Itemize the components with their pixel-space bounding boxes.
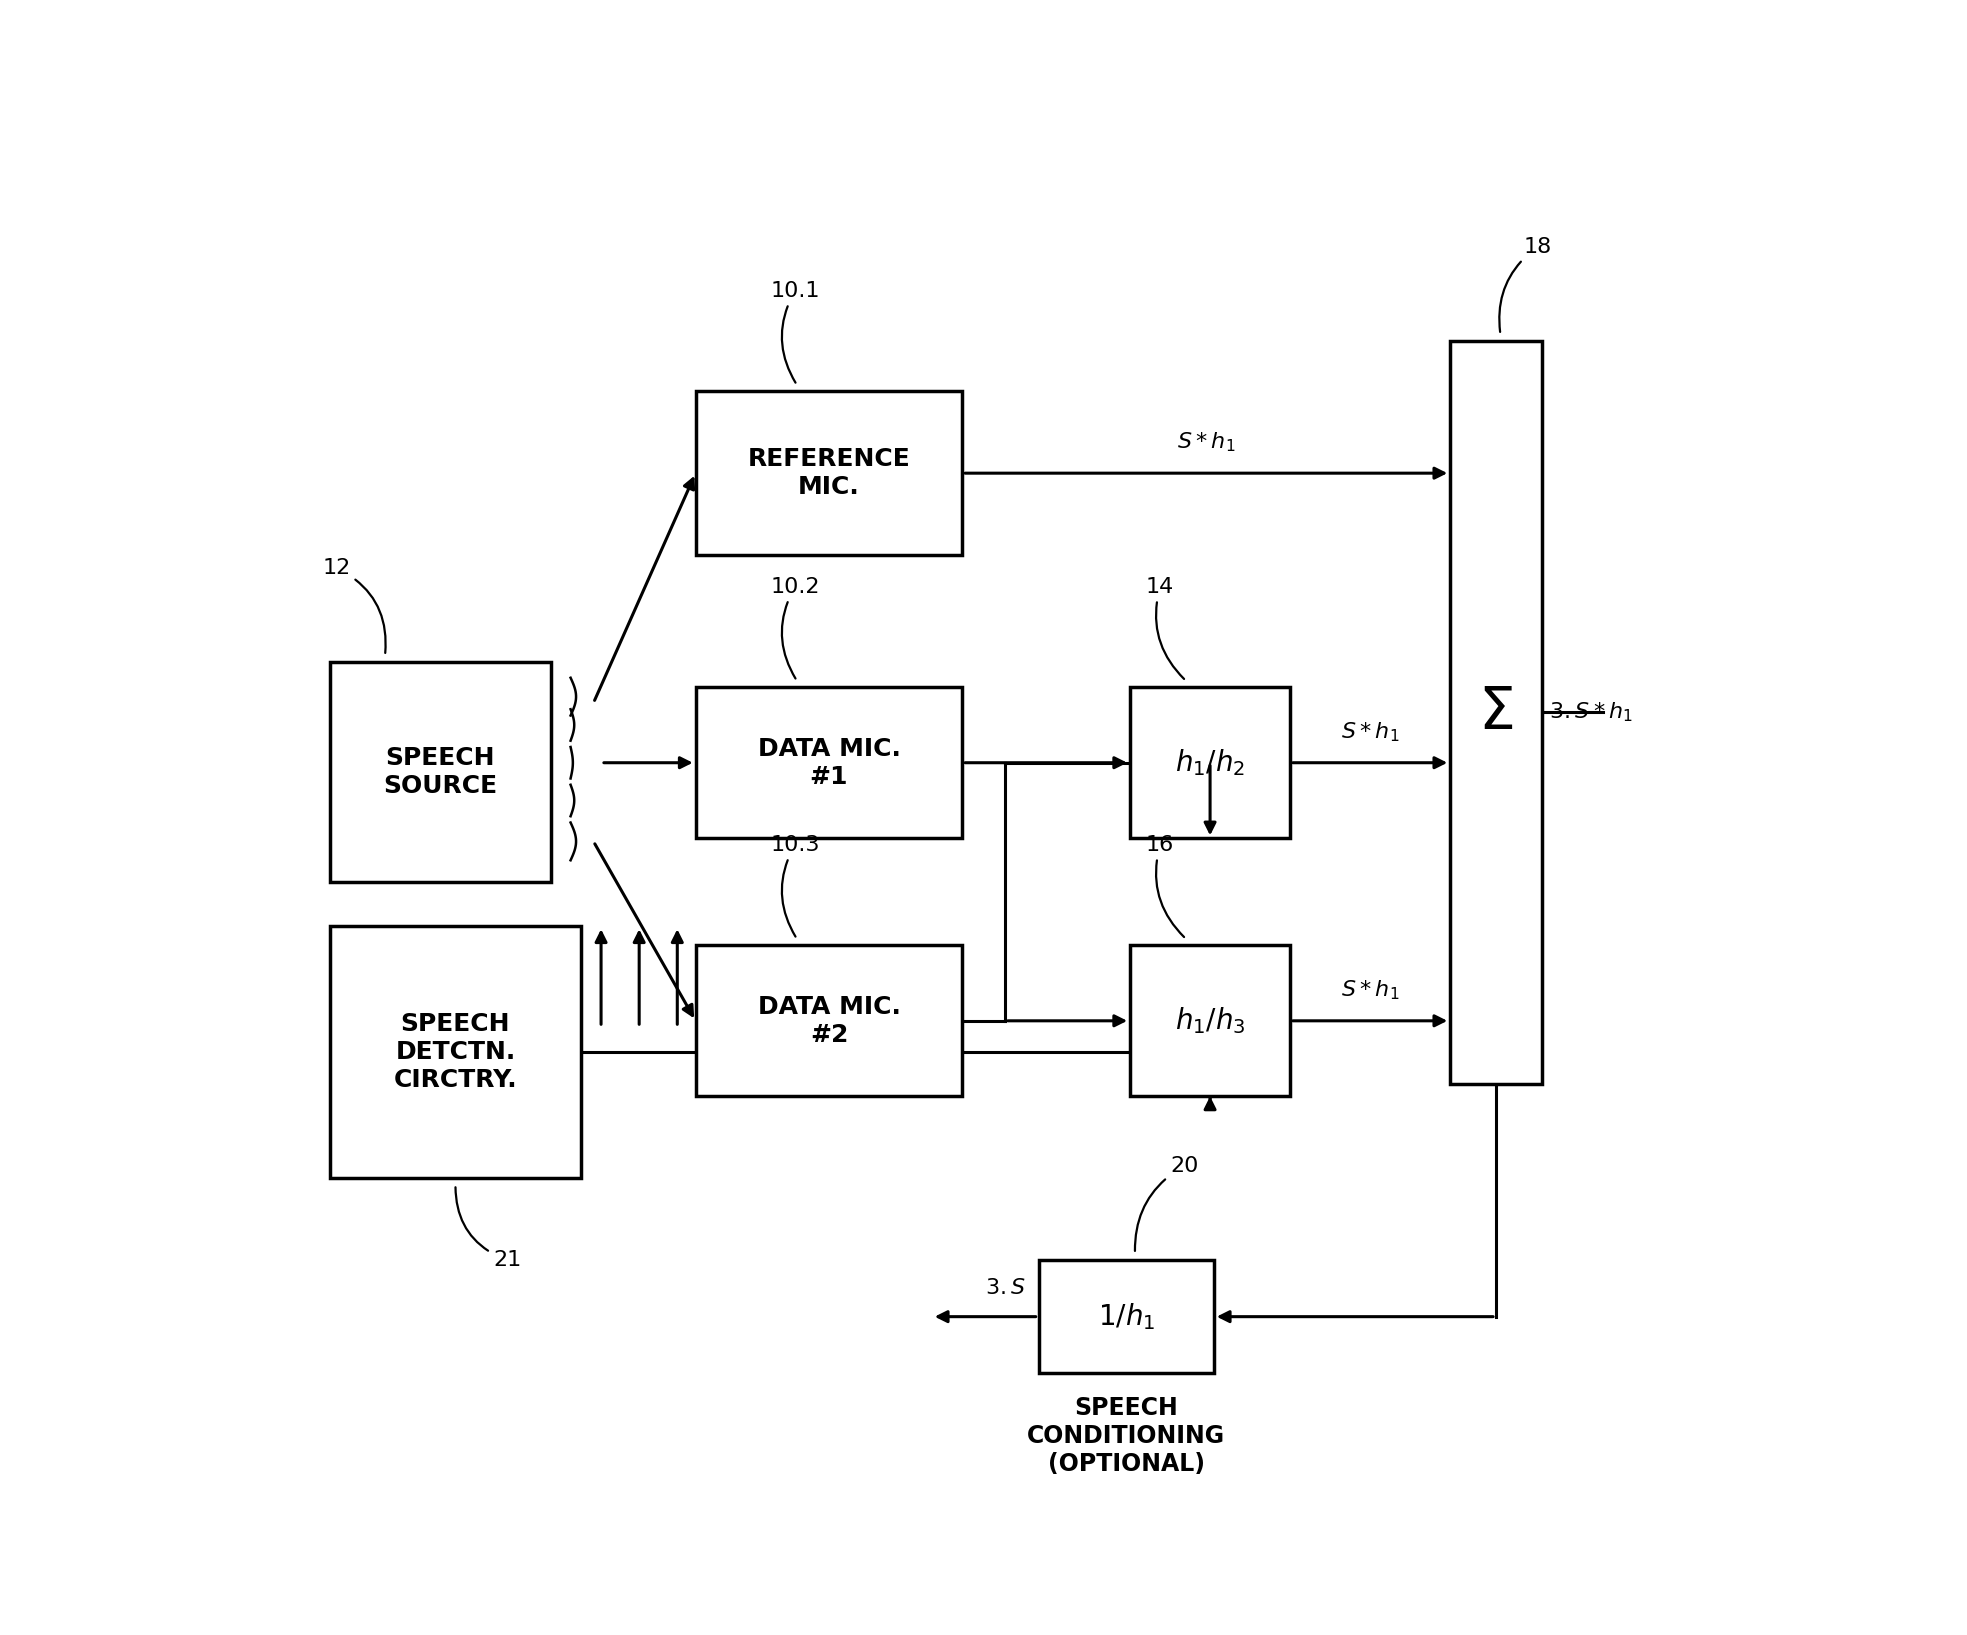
FancyBboxPatch shape [330, 662, 551, 883]
Text: 10.1: 10.1 [771, 281, 820, 383]
FancyBboxPatch shape [330, 927, 582, 1179]
FancyBboxPatch shape [696, 945, 962, 1097]
Text: 10.3: 10.3 [771, 835, 820, 937]
Text: 12: 12 [323, 558, 386, 652]
Text: $S*h_1$: $S*h_1$ [1341, 978, 1399, 1002]
Text: SPEECH
DETCTN.
CIRCTRY.: SPEECH DETCTN. CIRCTRY. [393, 1012, 517, 1092]
Text: DATA MIC.
#2: DATA MIC. #2 [757, 996, 901, 1046]
FancyBboxPatch shape [1450, 342, 1542, 1084]
FancyBboxPatch shape [696, 687, 962, 839]
Text: 10.2: 10.2 [771, 577, 820, 679]
Text: $h_1/h_3$: $h_1/h_3$ [1174, 1006, 1245, 1037]
Text: $h_1/h_2$: $h_1/h_2$ [1174, 747, 1245, 778]
Text: SPEECH
SOURCE: SPEECH SOURCE [384, 746, 498, 798]
Text: 14: 14 [1147, 577, 1184, 679]
Text: 21: 21 [456, 1187, 521, 1270]
Text: $3.S$: $3.S$ [985, 1279, 1025, 1298]
Text: DATA MIC.
#1: DATA MIC. #1 [757, 737, 901, 788]
FancyBboxPatch shape [1039, 1261, 1214, 1373]
Text: $S*h_1$: $S*h_1$ [1341, 721, 1399, 744]
Text: $1/h_1$: $1/h_1$ [1098, 1301, 1155, 1333]
Text: 20: 20 [1135, 1156, 1198, 1251]
FancyBboxPatch shape [1129, 945, 1290, 1097]
Text: $S*h_1$: $S*h_1$ [1176, 430, 1235, 455]
Text: 18: 18 [1499, 237, 1552, 332]
Text: 16: 16 [1147, 835, 1184, 937]
Text: REFERENCE
MIC.: REFERENCE MIC. [747, 448, 911, 499]
FancyBboxPatch shape [696, 391, 962, 554]
Text: SPEECH
CONDITIONING
(OPTIONAL): SPEECH CONDITIONING (OPTIONAL) [1027, 1396, 1225, 1475]
FancyBboxPatch shape [1129, 687, 1290, 839]
Text: $\Sigma$: $\Sigma$ [1479, 683, 1513, 741]
Text: $3.S*h_1$: $3.S*h_1$ [1550, 700, 1633, 724]
